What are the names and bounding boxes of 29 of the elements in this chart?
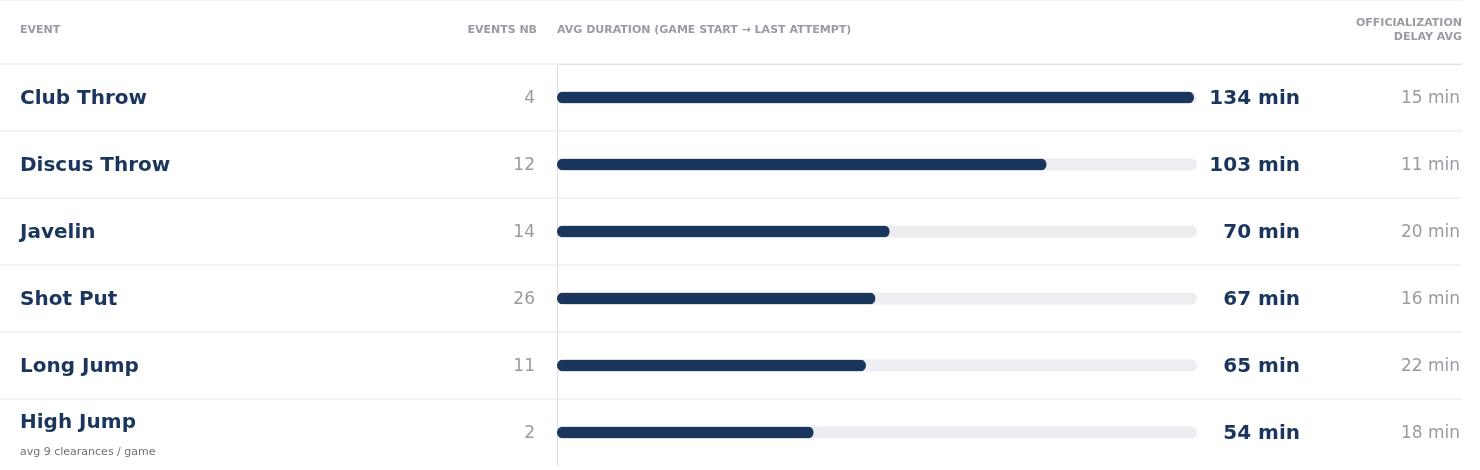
chart-title: AVG DURATION (GAME START → LAST ATTEMPT)	[557, 23, 852, 36]
y-tick-label: Long Jump	[20, 352, 139, 377]
data-label: 14	[513, 220, 535, 241]
text: avg 9 clearances / game	[20, 444, 156, 458]
data-label: 134 min	[1209, 84, 1300, 109]
data-label: 4	[524, 86, 535, 107]
data-label: 16 min	[1400, 287, 1460, 308]
data-label: 11 min	[1400, 153, 1460, 174]
data-label: 18 min	[1400, 421, 1460, 442]
data-label: 2	[524, 421, 535, 442]
data-label: 22 min	[1400, 354, 1460, 375]
text: OFFICIALIZATION DELAY AVG	[1355, 16, 1462, 43]
data-label: 54 min	[1223, 419, 1300, 444]
y-tick-label: High Jump	[20, 408, 136, 433]
text: EVENTS NB	[467, 23, 537, 36]
y-tick-label: Shot Put	[20, 285, 118, 310]
data-label: 67 min	[1223, 285, 1300, 310]
data-label: 15 min	[1400, 86, 1460, 107]
y-axis-title: EVENT	[20, 23, 61, 36]
y-tick-label: Club Throw	[20, 84, 148, 109]
y-tick-label: Discus Throw	[20, 151, 171, 176]
data-label: 11	[513, 354, 535, 375]
data-label: 26	[513, 287, 535, 308]
data-label: 20 min	[1400, 220, 1460, 241]
data-label: 12	[513, 153, 535, 174]
data-label: 65 min	[1223, 352, 1300, 377]
data-label: 70 min	[1223, 218, 1300, 243]
data-label: 103 min	[1209, 151, 1300, 176]
y-tick-label: Javelin	[18, 218, 96, 243]
